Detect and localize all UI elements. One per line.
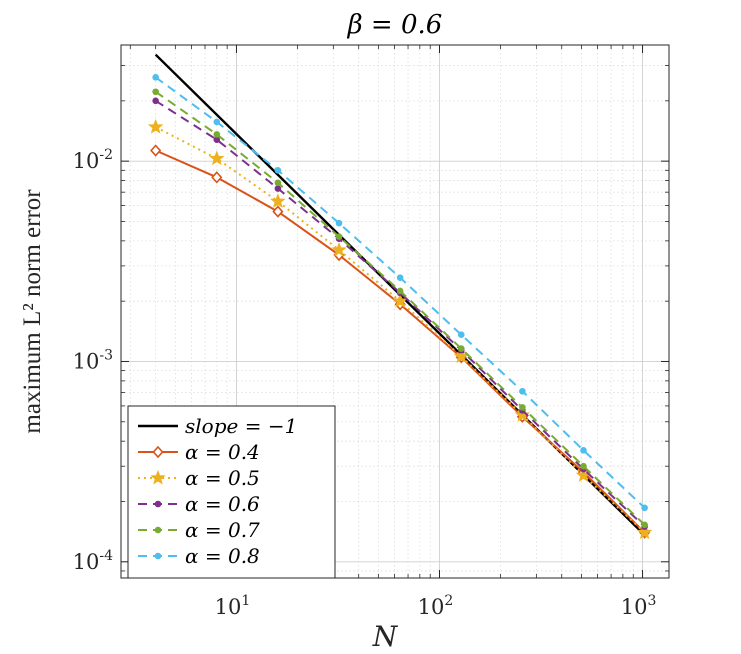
legend-label-5: α = 0.8 xyxy=(185,544,260,568)
data-point-2 xyxy=(209,150,225,166)
x-axis-label: N xyxy=(372,620,399,653)
y-tick-label: 10-3 xyxy=(73,347,113,373)
data-point-4 xyxy=(641,521,648,529)
data-point-2 xyxy=(636,524,653,540)
legend-label-2: α = 0.5 xyxy=(185,466,260,490)
data-point-2 xyxy=(331,241,347,257)
data-point-1 xyxy=(150,144,162,157)
data-point-5 xyxy=(335,219,343,227)
legend-marker-5 xyxy=(154,552,162,560)
data-point-5 xyxy=(641,504,648,512)
data-point-4 xyxy=(152,88,159,96)
legend-marker-2 xyxy=(150,469,166,485)
data-point-5 xyxy=(274,167,282,174)
legend: slope = −1α = 0.4α = 0.5α = 0.6α = 0.7α … xyxy=(127,405,336,579)
data-point-5 xyxy=(152,74,159,81)
y-axis-label: maximum L² norm error xyxy=(19,189,46,434)
data-point-4 xyxy=(335,233,343,240)
data-point-3 xyxy=(274,185,282,192)
legend-box xyxy=(127,405,336,579)
data-point-5 xyxy=(213,118,221,126)
data-point-4 xyxy=(580,462,587,470)
data-point-4 xyxy=(274,179,282,187)
data-point-4 xyxy=(519,404,526,411)
plot-frame xyxy=(120,44,670,579)
legend-label-3: α = 0.6 xyxy=(185,492,260,516)
data-point-3 xyxy=(152,97,159,105)
x-tick-label: 102 xyxy=(418,593,454,619)
data-point-5 xyxy=(519,387,526,395)
data-point-5 xyxy=(457,331,465,339)
series-line-3 xyxy=(155,99,646,528)
x-tick-label: 103 xyxy=(621,593,657,619)
legend-label-0: slope = −1 xyxy=(185,414,297,438)
data-point-2 xyxy=(270,193,286,208)
data-point-1 xyxy=(211,171,223,184)
data-point-4 xyxy=(213,131,221,138)
data-point-3 xyxy=(213,136,221,143)
legend-label-4: α = 0.7 xyxy=(185,518,260,542)
series-group xyxy=(147,53,653,540)
data-point-4 xyxy=(396,287,404,295)
y-tick-label: 10-4 xyxy=(73,548,113,574)
chart-title: β = 0.6 xyxy=(347,10,443,40)
legend-marker-1 xyxy=(152,445,164,459)
y-tick-label: 10-2 xyxy=(73,147,113,173)
x-tick-label: 101 xyxy=(215,593,251,619)
data-point-2 xyxy=(514,406,531,422)
data-point-5 xyxy=(396,274,404,281)
data-point-1 xyxy=(272,205,284,218)
data-point-2 xyxy=(147,118,164,134)
data-point-5 xyxy=(580,447,587,454)
legend-marker-4 xyxy=(154,526,162,534)
legend-label-1: α = 0.4 xyxy=(185,440,260,464)
legend-marker-3 xyxy=(154,500,162,508)
data-point-4 xyxy=(457,345,465,352)
